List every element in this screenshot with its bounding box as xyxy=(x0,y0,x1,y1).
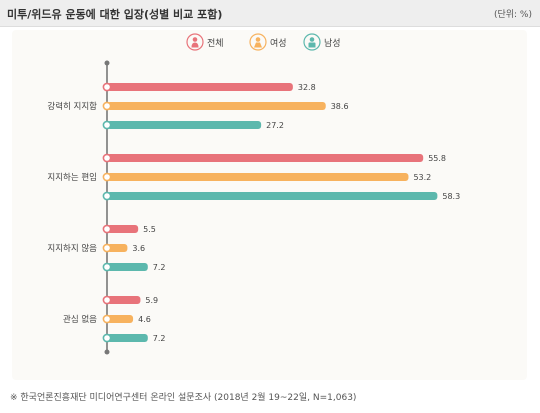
woman-icon-head xyxy=(255,37,261,42)
data-label: 58.3 xyxy=(442,192,460,201)
bar-start-dot xyxy=(102,82,112,92)
bar-start-dot xyxy=(102,153,112,163)
data-label: 4.6 xyxy=(138,315,151,324)
data-label: 55.8 xyxy=(428,154,446,163)
bar xyxy=(107,315,134,323)
bar-start-dot xyxy=(102,172,112,182)
bar xyxy=(107,83,293,91)
data-label: 53.2 xyxy=(413,173,431,182)
data-label: 32.8 xyxy=(298,83,316,92)
man-icon-head xyxy=(309,37,315,42)
data-label: 3.6 xyxy=(132,244,145,253)
data-label: 38.6 xyxy=(331,102,349,111)
legend-item-0: 전체 xyxy=(186,33,224,51)
bar-start-dot xyxy=(102,243,112,253)
legend-label: 여성 xyxy=(270,37,287,49)
bar xyxy=(107,121,262,129)
person-icon xyxy=(186,33,204,51)
data-label: 5.5 xyxy=(143,225,156,234)
bar xyxy=(107,225,139,233)
bar xyxy=(107,334,148,342)
title-bar: 미투/위드유 운동에 대한 입장(성별 비교 포함) (단위: %) xyxy=(0,0,540,27)
woman-icon-ring xyxy=(249,33,267,51)
axis-bottom-cap xyxy=(104,349,110,355)
bar xyxy=(107,173,409,181)
bar-start-dot xyxy=(102,120,112,130)
man-icon-ring xyxy=(303,33,321,51)
data-label: 27.2 xyxy=(266,121,284,130)
category-label: 지지하지 않음 xyxy=(47,243,97,254)
chart-title: 미투/위드유 운동에 대한 입장(성별 비교 포함) xyxy=(7,8,223,21)
bar-start-dot xyxy=(102,191,112,201)
bar-start-dot xyxy=(102,224,112,234)
category-label: 지지하는 편임 xyxy=(47,172,97,183)
man-icon-body xyxy=(308,42,316,48)
bar-start-dot xyxy=(102,314,112,324)
legend-item-1: 여성 xyxy=(249,33,287,51)
bar-start-dot xyxy=(102,101,112,111)
legend-label: 남성 xyxy=(324,38,341,49)
legend-label: 전체 xyxy=(207,38,224,49)
data-label: 5.9 xyxy=(145,296,158,305)
category-label: 관심 없음 xyxy=(63,314,97,325)
bar xyxy=(107,244,128,252)
bar xyxy=(107,263,148,271)
bar xyxy=(107,154,424,162)
source-footnote: ※ 한국언론진흥재단 미디어연구센터 온라인 설문조사 (2018년 2월 19… xyxy=(10,393,357,403)
bar-start-dot xyxy=(102,262,112,272)
unit-label: (단위: %) xyxy=(493,10,532,20)
bar xyxy=(107,296,141,304)
woman-icon xyxy=(249,33,267,51)
person-icon-body xyxy=(191,42,199,48)
bar-start-dot xyxy=(102,333,112,343)
legend-item-2: 남성 xyxy=(303,33,341,51)
category-label: 강력히 지지함 xyxy=(47,101,97,112)
person-icon-head xyxy=(192,37,198,42)
person-icon-ring xyxy=(186,33,204,51)
bar xyxy=(107,192,438,200)
data-label: 7.2 xyxy=(153,263,166,272)
man-icon xyxy=(303,33,321,51)
data-label: 7.2 xyxy=(153,334,166,343)
woman-icon-body xyxy=(254,42,262,48)
bar xyxy=(107,102,326,110)
axis-top-cap xyxy=(104,60,110,66)
bar-start-dot xyxy=(102,295,112,305)
